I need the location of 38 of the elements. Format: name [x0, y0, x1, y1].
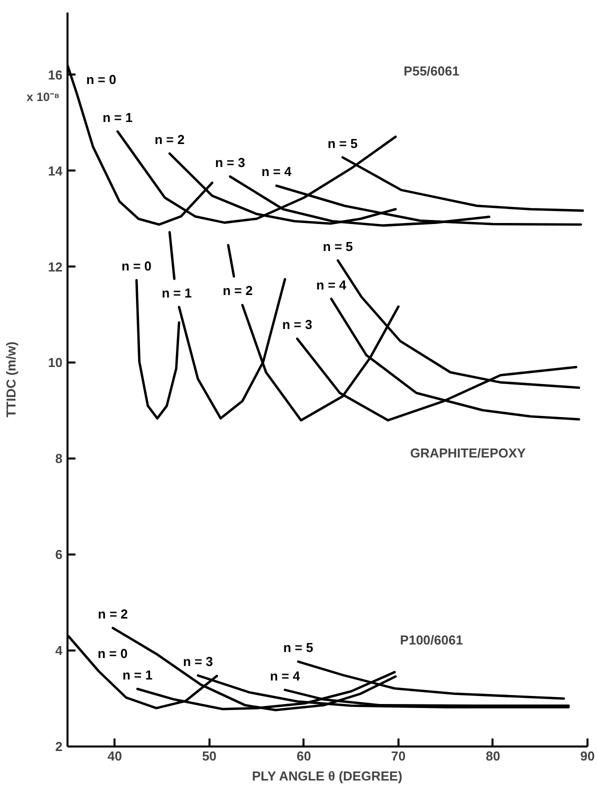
y-tick-label: 14	[48, 163, 64, 178]
x-tick-label: 40	[108, 748, 122, 764]
annotation: GRAPHITE/EPOXY	[410, 445, 526, 460]
text: x 10⁻⁸	[26, 90, 60, 104]
series-label: n = 2	[98, 606, 128, 622]
series-label: n = 5	[283, 640, 314, 656]
x-tick-label: 50	[202, 748, 217, 764]
series-label: n = 0	[98, 646, 128, 662]
series-label: n = 2	[222, 283, 253, 298]
y-tick-label: 8	[55, 451, 63, 466]
series-label: n = 0	[86, 72, 116, 88]
series-label: n = 1	[102, 110, 133, 125]
x-tick-label: 60	[296, 748, 312, 764]
annotation: P55/6061	[404, 64, 460, 79]
series-label: n = 5	[328, 136, 358, 151]
y-tick-label: 16	[48, 67, 63, 82]
series-label: n = 4	[316, 277, 348, 292]
x-axis-title: PLY ANGLE θ (DEGREE)	[252, 768, 402, 784]
y-tick-label: 12	[48, 259, 63, 274]
series-label: n = 4	[261, 164, 292, 180]
y-tick-label: 10	[48, 355, 63, 370]
y-tick-label: 2	[55, 739, 63, 754]
y-tick-label: 4	[55, 643, 64, 658]
x-tick-label: 70	[391, 748, 406, 764]
series-label: n = 2	[154, 132, 185, 148]
annotation: P100/6061	[400, 632, 463, 648]
series-label: n = 4	[270, 668, 301, 684]
series-label: n = 1	[122, 667, 152, 682]
series-label: n = 3	[215, 155, 246, 170]
y-tick-label: 6	[55, 547, 63, 562]
x-tick-label: 80	[486, 748, 500, 764]
series-label: n = 3	[182, 654, 213, 669]
series-label: n = 3	[282, 317, 312, 332]
series-label: n = 0	[122, 258, 152, 274]
y-axis-title: TTIDC (m/w)	[3, 342, 18, 418]
series-label: n = 1	[162, 285, 192, 300]
series-label: n = 5	[322, 239, 353, 254]
x-tick-label: 90	[580, 748, 595, 764]
